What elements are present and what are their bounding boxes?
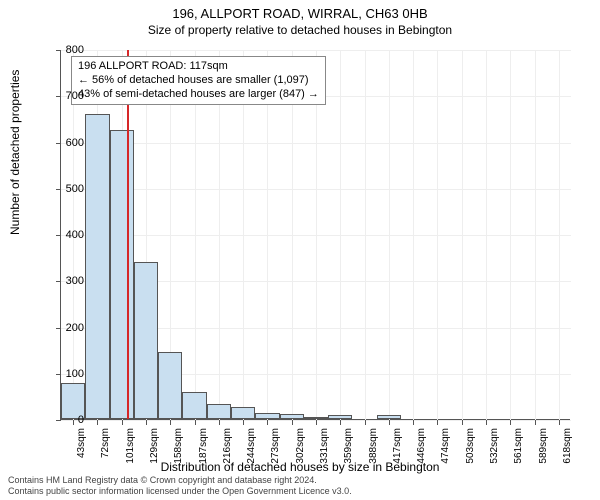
gridline-v xyxy=(219,50,220,420)
page-title: 196, ALLPORT ROAD, WIRRAL, CH63 0HB xyxy=(0,0,600,23)
gridline-v xyxy=(559,50,560,420)
xtick-label: 503sqm xyxy=(465,428,476,464)
gridline-v xyxy=(437,50,438,420)
xtick-label: 417sqm xyxy=(392,428,403,464)
annotation-line1: 196 ALLPORT ROAD: 117sqm xyxy=(78,60,319,74)
xtick-label: 446sqm xyxy=(416,428,427,464)
xtick-label: 158sqm xyxy=(173,428,184,464)
xtick-label: 302sqm xyxy=(295,428,306,464)
ytick-label: 800 xyxy=(44,44,84,56)
xtick-label: 244sqm xyxy=(246,428,257,464)
xtick-mark xyxy=(535,420,536,425)
xtick-label: 216sqm xyxy=(222,428,233,464)
plot-area: 43sqm72sqm101sqm129sqm158sqm187sqm216sqm… xyxy=(60,50,570,420)
xtick-label: 187sqm xyxy=(198,428,209,464)
xtick-label: 331sqm xyxy=(319,428,330,464)
ytick-label: 100 xyxy=(44,368,84,380)
histogram-bar xyxy=(158,352,182,419)
gridline-v xyxy=(365,50,366,420)
reference-line xyxy=(127,50,129,419)
xtick-label: 273sqm xyxy=(270,428,281,464)
annotation-line2: ← 56% of detached houses are smaller (1,… xyxy=(78,74,319,88)
xtick-mark xyxy=(292,420,293,425)
xtick-mark xyxy=(146,420,147,425)
gridline-v xyxy=(267,50,268,420)
xtick-mark xyxy=(170,420,171,425)
xtick-mark xyxy=(267,420,268,425)
xtick-label: 474sqm xyxy=(440,428,451,464)
ytick-label: 200 xyxy=(44,322,84,334)
histogram-bar xyxy=(110,130,134,419)
xtick-label: 101sqm xyxy=(125,428,136,464)
xtick-label: 43sqm xyxy=(76,428,87,458)
xtick-mark xyxy=(437,420,438,425)
ytick-label: 700 xyxy=(44,90,84,102)
footer-attribution: Contains HM Land Registry data © Crown c… xyxy=(8,475,352,497)
page-subtitle: Size of property relative to detached ho… xyxy=(0,23,600,39)
xtick-mark xyxy=(413,420,414,425)
x-axis-label: Distribution of detached houses by size … xyxy=(0,460,600,474)
xtick-mark xyxy=(97,420,98,425)
xtick-mark xyxy=(243,420,244,425)
histogram-bar xyxy=(377,415,401,419)
histogram-bar xyxy=(231,407,255,419)
xtick-mark xyxy=(340,420,341,425)
xtick-mark xyxy=(510,420,511,425)
histogram-bar xyxy=(207,404,231,419)
gridline-v xyxy=(340,50,341,420)
xtick-mark xyxy=(486,420,487,425)
gridline-v xyxy=(389,50,390,420)
gridline-v xyxy=(316,50,317,420)
annotation-box: 196 ALLPORT ROAD: 117sqm← 56% of detache… xyxy=(71,56,326,105)
xtick-mark xyxy=(389,420,390,425)
gridline-v xyxy=(462,50,463,420)
chart: 43sqm72sqm101sqm129sqm158sqm187sqm216sqm… xyxy=(60,50,570,420)
xtick-mark xyxy=(316,420,317,425)
gridline-v xyxy=(195,50,196,420)
y-axis-label: Number of detached properties xyxy=(8,70,22,235)
histogram-bar xyxy=(255,413,279,419)
gridline-v xyxy=(413,50,414,420)
gridline-v xyxy=(292,50,293,420)
xtick-label: 589sqm xyxy=(538,428,549,464)
ytick-label: 500 xyxy=(44,183,84,195)
xtick-mark xyxy=(219,420,220,425)
annotation-line3: 43% of semi-detached houses are larger (… xyxy=(78,88,319,102)
ytick-label: 300 xyxy=(44,275,84,287)
ytick-label: 400 xyxy=(44,229,84,241)
gridline-v xyxy=(535,50,536,420)
histogram-bar xyxy=(304,417,328,419)
xtick-label: 618sqm xyxy=(562,428,573,464)
histogram-bar xyxy=(134,262,158,419)
xtick-mark xyxy=(559,420,560,425)
xtick-mark xyxy=(462,420,463,425)
ytick-label: 600 xyxy=(44,137,84,149)
ytick-label: 0 xyxy=(44,414,84,426)
histogram-bar xyxy=(182,392,206,419)
xtick-mark xyxy=(365,420,366,425)
xtick-mark xyxy=(122,420,123,425)
histogram-bar xyxy=(328,415,352,419)
xtick-label: 129sqm xyxy=(149,428,160,464)
gridline-v xyxy=(243,50,244,420)
gridline-v xyxy=(486,50,487,420)
gridline-v xyxy=(510,50,511,420)
xtick-label: 532sqm xyxy=(489,428,500,464)
xtick-label: 359sqm xyxy=(343,428,354,464)
xtick-label: 388sqm xyxy=(368,428,379,464)
xtick-mark xyxy=(195,420,196,425)
footer-line2: Contains public sector information licen… xyxy=(8,486,352,497)
footer-line1: Contains HM Land Registry data © Crown c… xyxy=(8,475,352,486)
histogram-bar xyxy=(85,114,109,419)
xtick-label: 561sqm xyxy=(513,428,524,464)
histogram-bar xyxy=(280,414,304,419)
xtick-label: 72sqm xyxy=(100,428,111,458)
